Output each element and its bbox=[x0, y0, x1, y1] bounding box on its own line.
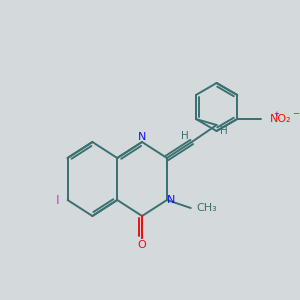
Text: H: H bbox=[181, 131, 189, 141]
Text: O: O bbox=[138, 240, 146, 250]
Text: NO₂: NO₂ bbox=[270, 114, 292, 124]
Text: N: N bbox=[138, 132, 146, 142]
Text: H: H bbox=[220, 126, 227, 136]
Text: −: − bbox=[292, 110, 300, 118]
Text: N: N bbox=[167, 195, 175, 205]
Text: I: I bbox=[56, 194, 59, 206]
Text: CH₃: CH₃ bbox=[196, 203, 217, 213]
Text: +: + bbox=[273, 111, 279, 117]
